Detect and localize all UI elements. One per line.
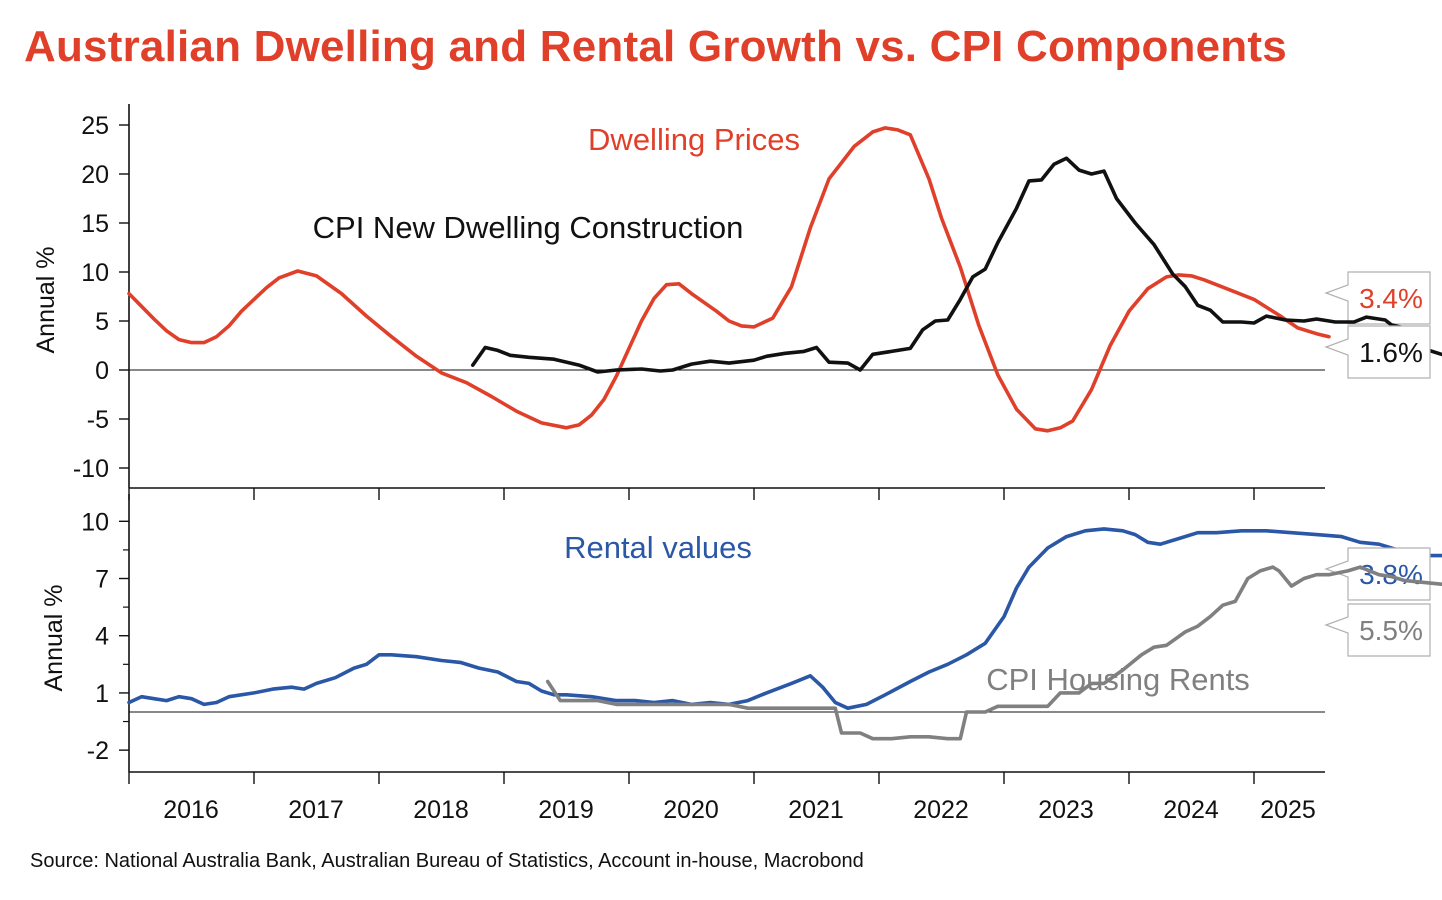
y-tick-label: 1	[95, 680, 109, 708]
y-tick-label: 10	[81, 259, 109, 287]
y-tick-label: 25	[81, 112, 109, 140]
y-tick-label: 5	[95, 308, 109, 336]
end-value-label: 5.5%	[1359, 615, 1423, 646]
y-tick-label: -5	[87, 406, 109, 434]
y-tick-label: 7	[95, 566, 109, 594]
chart-title: Australian Dwelling and Rental Growth vs…	[24, 22, 1287, 71]
end-value-callout	[1324, 325, 1431, 379]
chart-panel-2: 10 7 4 1 -2 Annual % 2016 2017 2018 2019 2020 2021 2…	[40, 494, 1442, 824]
series-annotation: CPI New Dwelling Construction	[313, 210, 744, 245]
end-value-label: 3.4%	[1359, 283, 1423, 314]
end-value-label: 3.8%	[1359, 559, 1423, 590]
series-line-cpi-new-dwelling-construction	[471, 156, 1442, 374]
y-tick-label: 20	[81, 161, 109, 189]
end-value-callout	[1324, 271, 1431, 325]
y-tick-label: -2	[87, 737, 109, 765]
y-tick-label: 0	[95, 357, 109, 385]
source-note: Source: National Australia Bank, Austral…	[30, 850, 864, 872]
series-line-dwelling-prices	[127, 126, 1331, 433]
x-tick-label: 2021	[788, 796, 844, 824]
x-tick-label: 2024	[1163, 796, 1219, 824]
x-tick-label: 2025	[1260, 796, 1316, 824]
y-tick-label: 10	[81, 508, 109, 536]
y-tick-label: -10	[73, 455, 109, 483]
series-annotation: Rental values	[564, 530, 752, 565]
x-tick-label: 2018	[413, 796, 469, 824]
y-tick-label: 4	[95, 623, 109, 651]
chart-panel-1: 25 20 15 10 5 0 -5 -10 Annual % 3.4% 1.6% Dwelling …	[32, 104, 1442, 500]
end-value-label: 1.6%	[1359, 337, 1423, 368]
x-tick-label: 2022	[913, 796, 969, 824]
end-value-callout	[1324, 603, 1431, 657]
x-tick-label: 2020	[663, 796, 719, 824]
series-annotation: CPI Housing Rents	[986, 662, 1250, 697]
x-tick-label: 2016	[163, 796, 219, 824]
series-annotation: Dwelling Prices	[588, 122, 800, 157]
x-tick-label: 2019	[538, 796, 594, 824]
y-axis-label: Annual %	[40, 584, 68, 691]
x-tick-label: 2017	[288, 796, 344, 824]
y-axis-label: Annual %	[32, 246, 60, 353]
y-tick-label: 15	[81, 210, 109, 238]
series-line-cpi-housing-rents	[545, 565, 1442, 741]
x-tick-label: 2023	[1038, 796, 1094, 824]
